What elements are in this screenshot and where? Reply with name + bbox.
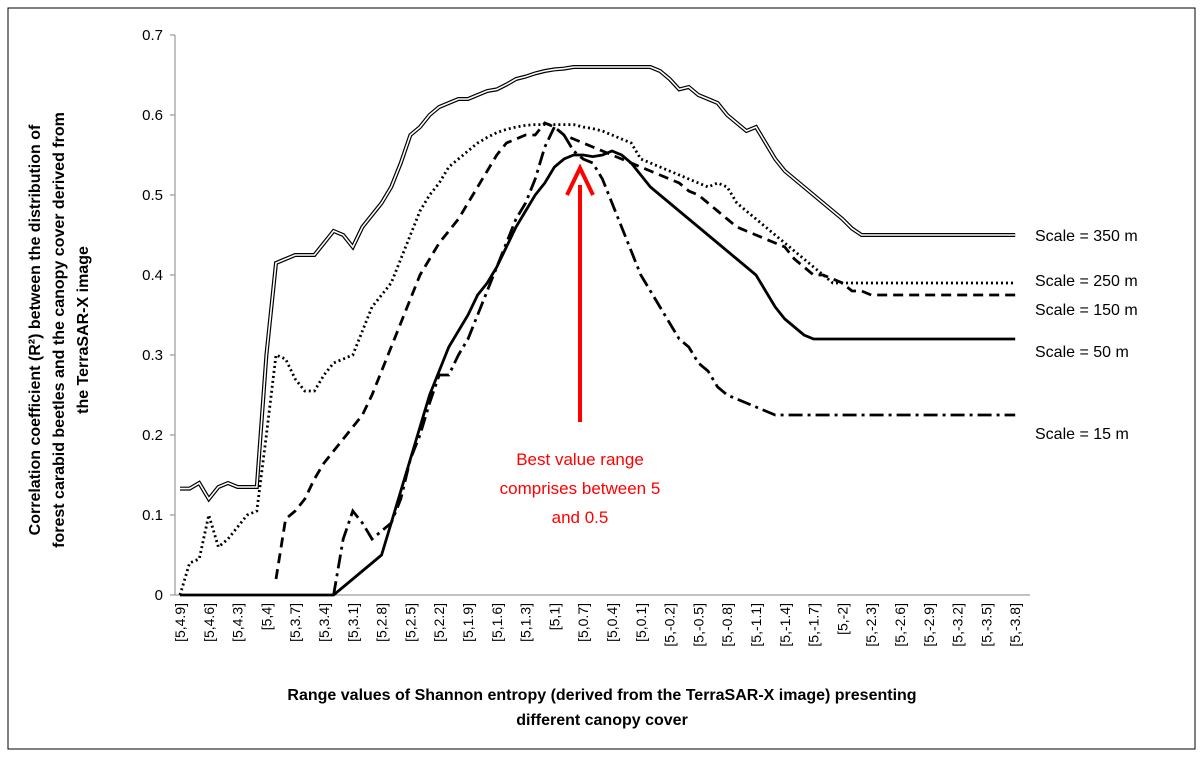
x-tick-label: [5,-1.4] — [777, 603, 793, 647]
y-tick-label: 0.6 — [142, 107, 163, 124]
chart-frame — [7, 7, 1196, 750]
x-tick-label: [5,3.7] — [287, 603, 303, 642]
x-tick-label: [5,4.3] — [230, 603, 246, 642]
x-tick-label: [5,-3.5] — [978, 603, 994, 647]
series-line — [180, 149, 1016, 597]
x-tick-label: [5,1.9] — [460, 603, 476, 642]
x-tick-label: [5,-0.8] — [719, 603, 735, 647]
y-tick-label: 0 — [155, 587, 163, 604]
x-tick-label: [5,0.4] — [604, 603, 620, 642]
x-axis-title: Range values of Shannon entropy (derived… — [287, 687, 916, 704]
annotation: comprises between 5 — [500, 479, 661, 498]
x-tick-label: [5,0.7] — [575, 603, 591, 642]
y-axis-title: the TerraSAR-X image — [75, 246, 92, 414]
y-tick-label: 0.3 — [142, 347, 163, 364]
series-label: Scale = 15 m — [1035, 426, 1129, 443]
x-tick-label: [5,4.6] — [201, 603, 217, 642]
series-label: Scale = 150 m — [1035, 302, 1138, 319]
annotation-arrowhead — [565, 163, 595, 196]
x-tick-label: [5,-2.6] — [892, 603, 908, 647]
x-tick-label: [5,-0.2] — [662, 603, 678, 647]
y-axis-title: forest carabid beetles and the canopy co… — [51, 112, 68, 548]
y-axis-title: Correlation coefficient (R²) between the… — [27, 124, 44, 535]
annotation: and 0.5 — [552, 508, 609, 527]
series-line — [332, 124, 1016, 596]
x-tick-label: [5,2.8] — [374, 603, 390, 642]
x-tick-label: [5,4] — [258, 603, 274, 630]
x-tick-label: [5,-2] — [834, 603, 850, 635]
x-tick-label: [5,-1.1] — [748, 603, 764, 647]
x-axis-title: different canopy cover — [516, 712, 688, 729]
series-line-inner — [180, 66, 1016, 501]
x-tick-label: [5,-3.2] — [950, 603, 966, 647]
x-tick-label: [5,-1.7] — [806, 603, 822, 647]
series-label: Scale = 250 m — [1035, 273, 1138, 290]
x-tick-label: [5,3.4] — [316, 603, 332, 642]
x-tick-label: [5,1.3] — [518, 603, 534, 642]
x-tick-label: [5,2.2] — [431, 603, 447, 642]
x-tick-label: [5,4.9] — [172, 603, 188, 642]
x-tick-label: [5,-2.3] — [863, 603, 879, 647]
annotation: Best value range — [516, 450, 644, 469]
y-tick-label: 0.4 — [142, 267, 163, 284]
x-tick-label: [5,-2.9] — [921, 603, 937, 647]
x-tick-label: [5,0.1] — [633, 603, 649, 642]
x-tick-label: [5,-3.8] — [1007, 603, 1023, 647]
y-tick-label: 0.1 — [142, 507, 163, 524]
x-tick-label: [5,-0.5] — [690, 603, 706, 647]
y-tick-label: 0.2 — [142, 427, 163, 444]
x-tick-label: [5,1.6] — [489, 603, 505, 642]
y-tick-label: 0.5 — [142, 187, 163, 204]
x-tick-label: [5,3.1] — [345, 603, 361, 642]
series-label: Scale = 350 m — [1035, 228, 1138, 245]
y-tick-label: 0.7 — [142, 27, 163, 44]
series-line — [178, 123, 1016, 596]
x-tick-label: [5,2.5] — [402, 603, 418, 642]
series-line — [274, 121, 1016, 580]
x-tick-label: [5,1] — [546, 603, 562, 630]
series-label: Scale = 50 m — [1035, 344, 1129, 361]
